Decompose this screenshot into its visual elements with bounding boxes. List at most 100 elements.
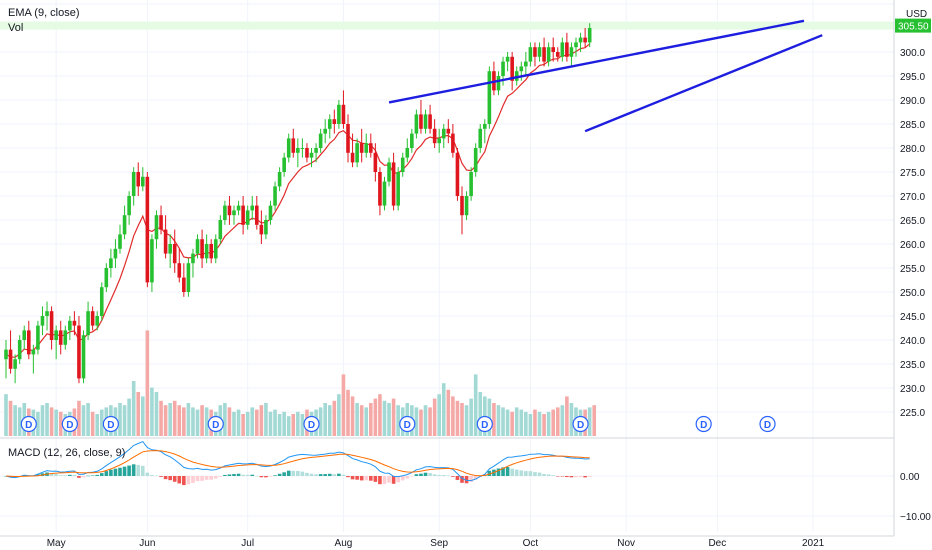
candle-body[interactable] bbox=[405, 148, 410, 158]
candle-body[interactable] bbox=[565, 42, 569, 57]
candle-body[interactable] bbox=[569, 47, 574, 57]
candle-body[interactable] bbox=[99, 287, 104, 316]
candle-body[interactable] bbox=[236, 205, 241, 211]
candle-body[interactable] bbox=[72, 320, 77, 326]
candle-body[interactable] bbox=[419, 114, 423, 129]
dividend-marker[interactable] bbox=[399, 415, 416, 433]
candle-body[interactable] bbox=[455, 152, 460, 196]
candle-body[interactable] bbox=[350, 152, 355, 163]
candle-body[interactable] bbox=[49, 311, 54, 340]
candle-body[interactable] bbox=[574, 42, 578, 48]
candle-body[interactable] bbox=[428, 114, 432, 129]
candle-body[interactable] bbox=[13, 359, 17, 369]
candle-body[interactable] bbox=[369, 143, 373, 153]
candle-body[interactable] bbox=[469, 172, 473, 196]
candle-body[interactable] bbox=[172, 244, 177, 264]
candle-body[interactable] bbox=[31, 349, 36, 355]
candle-body[interactable] bbox=[255, 205, 259, 225]
candle-body[interactable] bbox=[382, 181, 387, 206]
candle-body[interactable] bbox=[241, 205, 245, 225]
candle-body[interactable] bbox=[346, 124, 350, 153]
candle-body[interactable] bbox=[519, 66, 524, 72]
trendline[interactable] bbox=[388, 19, 805, 104]
candle-body[interactable] bbox=[451, 133, 455, 153]
candle-body[interactable] bbox=[318, 133, 323, 148]
volume-legend[interactable]: Vol bbox=[8, 22, 23, 34]
candle-body[interactable] bbox=[273, 186, 277, 206]
candle-body[interactable] bbox=[58, 330, 63, 345]
candle-body[interactable] bbox=[551, 47, 555, 52]
candle-body[interactable] bbox=[182, 277, 186, 292]
macd-legend[interactable]: MACD (12, 26, close, 9) bbox=[8, 447, 125, 459]
candle-body[interactable] bbox=[282, 157, 286, 172]
candle-body[interactable] bbox=[68, 320, 72, 331]
candle-body[interactable] bbox=[542, 47, 546, 62]
candle-body[interactable] bbox=[218, 220, 223, 240]
trendline[interactable] bbox=[584, 34, 823, 133]
candle-body[interactable] bbox=[483, 124, 487, 129]
dividend-marker[interactable] bbox=[695, 415, 712, 433]
candle-body[interactable] bbox=[332, 119, 337, 124]
candle-body[interactable] bbox=[364, 143, 369, 153]
candle-body[interactable] bbox=[496, 76, 501, 91]
candle-body[interactable] bbox=[150, 239, 154, 283]
dividend-marker[interactable] bbox=[572, 415, 589, 433]
candle-body[interactable] bbox=[446, 128, 451, 134]
candle-body[interactable] bbox=[250, 205, 255, 211]
candle-body[interactable] bbox=[501, 61, 505, 76]
dividend-marker[interactable] bbox=[61, 415, 78, 433]
candle-body[interactable] bbox=[323, 128, 327, 134]
candle-body[interactable] bbox=[145, 176, 150, 283]
candle-body[interactable] bbox=[154, 215, 159, 240]
candle-body[interactable] bbox=[159, 215, 163, 230]
candle-body[interactable] bbox=[423, 114, 428, 129]
candle-body[interactable] bbox=[505, 56, 510, 62]
candle-body[interactable] bbox=[45, 311, 49, 316]
candle-body[interactable] bbox=[104, 268, 109, 288]
candle-body[interactable] bbox=[127, 196, 131, 216]
candle-body[interactable] bbox=[191, 253, 195, 264]
candle-body[interactable] bbox=[264, 220, 268, 235]
candle-body[interactable] bbox=[487, 71, 492, 124]
candle-body[interactable] bbox=[478, 128, 483, 148]
candle-body[interactable] bbox=[473, 148, 478, 172]
candle-body[interactable] bbox=[296, 148, 300, 153]
candle-body[interactable] bbox=[109, 258, 113, 268]
candle-body[interactable] bbox=[8, 349, 13, 369]
dividend-marker[interactable] bbox=[207, 415, 224, 433]
candle-body[interactable] bbox=[113, 248, 118, 259]
candle-body[interactable] bbox=[414, 114, 419, 134]
candle-body[interactable] bbox=[77, 325, 81, 379]
candle-body[interactable] bbox=[441, 128, 446, 139]
candle-body[interactable] bbox=[560, 42, 565, 57]
candle-body[interactable] bbox=[524, 61, 528, 67]
candle-body[interactable] bbox=[286, 138, 291, 158]
candle-body[interactable] bbox=[378, 172, 382, 206]
candle-body[interactable] bbox=[195, 239, 200, 254]
candle-body[interactable] bbox=[81, 335, 86, 379]
dividend-marker[interactable] bbox=[303, 415, 320, 433]
candle-body[interactable] bbox=[259, 224, 264, 235]
candle-body[interactable] bbox=[359, 143, 364, 153]
candle-body[interactable] bbox=[583, 37, 587, 43]
candle-body[interactable] bbox=[63, 330, 68, 345]
candle-body[interactable] bbox=[309, 152, 314, 158]
candle-body[interactable] bbox=[118, 234, 122, 249]
candle-body[interactable] bbox=[54, 330, 58, 340]
candle-body[interactable] bbox=[186, 263, 191, 292]
candle-body[interactable] bbox=[268, 205, 273, 220]
candle-body[interactable] bbox=[22, 330, 27, 340]
dividend-marker[interactable] bbox=[759, 415, 776, 433]
candle-body[interactable] bbox=[36, 325, 40, 350]
candle-body[interactable] bbox=[177, 263, 182, 278]
candle-body[interactable] bbox=[305, 148, 309, 158]
candle-body[interactable] bbox=[213, 239, 218, 259]
dividend-marker[interactable] bbox=[476, 415, 493, 433]
candle-body[interactable] bbox=[232, 210, 236, 216]
candle-body[interactable] bbox=[122, 215, 127, 235]
candle-body[interactable] bbox=[209, 244, 213, 259]
candle-body[interactable] bbox=[387, 162, 391, 182]
dividend-marker[interactable] bbox=[20, 415, 37, 433]
candle-body[interactable] bbox=[300, 148, 305, 149]
